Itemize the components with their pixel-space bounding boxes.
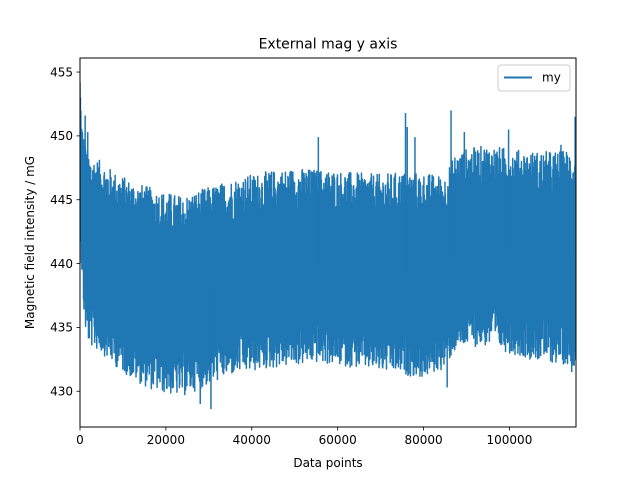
series-layer <box>80 82 576 410</box>
plot-area <box>79 57 577 428</box>
y-tick-label: 455 <box>50 65 73 79</box>
x-axis-label: Data points <box>293 456 362 470</box>
y-tick-label: 440 <box>50 257 73 271</box>
y-tick-label: 435 <box>50 321 73 335</box>
x-axis-ticks: 0 20000 40000 60000 80000 100000 <box>76 427 532 447</box>
legend-label-my: my <box>542 71 561 85</box>
x-tick-label: 60000 <box>319 433 357 447</box>
y-tick-label: 445 <box>50 193 73 207</box>
x-tick-label: 0 <box>76 433 84 447</box>
x-tick-label: 80000 <box>404 433 442 447</box>
series-line-my <box>80 82 576 396</box>
axes-frame <box>79 57 577 428</box>
y-axis-ticks: 430 435 440 445 450 455 <box>50 65 80 399</box>
chart-title: External mag y axis <box>259 37 398 53</box>
x-tick-label: 20000 <box>147 433 185 447</box>
x-tick-label: 40000 <box>233 433 271 447</box>
x-tick-label: 100000 <box>487 433 533 447</box>
legend-box <box>497 64 571 92</box>
y-tick-label: 450 <box>50 129 73 143</box>
legend: my <box>497 64 571 92</box>
y-axis-label: Magnetic field intensity / mG <box>23 156 37 329</box>
y-tick-label: 430 <box>50 385 73 399</box>
